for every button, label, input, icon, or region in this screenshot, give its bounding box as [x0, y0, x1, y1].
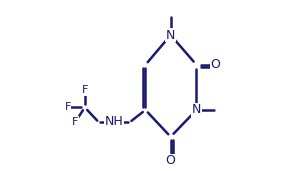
- Text: N: N: [192, 103, 201, 116]
- Text: O: O: [210, 58, 220, 71]
- Text: O: O: [166, 154, 175, 167]
- Text: F: F: [72, 117, 79, 127]
- Text: F: F: [65, 102, 71, 112]
- Text: F: F: [81, 85, 88, 95]
- Text: N: N: [166, 29, 175, 42]
- Text: NH: NH: [105, 115, 123, 128]
